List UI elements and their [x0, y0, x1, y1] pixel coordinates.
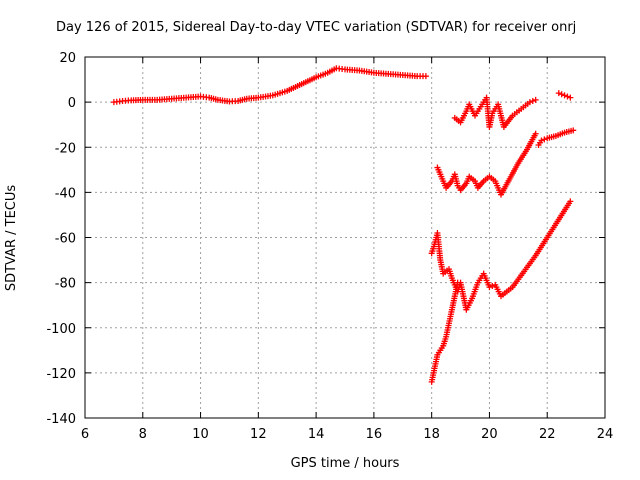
data-points	[110, 65, 577, 385]
data-series	[555, 90, 574, 101]
x-tick-label: 14	[308, 427, 325, 442]
x-tick-label: 20	[481, 427, 498, 442]
data-point	[486, 284, 493, 291]
data-point	[532, 96, 539, 103]
data-point	[541, 136, 548, 143]
x-axis-ticks: 6 8 10 12 14 16 18 20 22 24	[81, 57, 613, 442]
y-tick-label: -140	[46, 412, 76, 427]
y-tick-label: 20	[59, 51, 76, 66]
data-point	[561, 92, 568, 99]
data-point	[567, 198, 574, 205]
y-axis-ticks: -140 -120 -100 -80 -60 -40 -20 0 20	[46, 51, 605, 427]
data-point	[532, 130, 539, 137]
data-point	[567, 94, 574, 101]
data-point	[558, 91, 565, 98]
y-tick-label: -100	[46, 322, 76, 337]
data-series	[428, 198, 574, 313]
data-series	[110, 65, 429, 106]
data-point	[454, 279, 461, 286]
x-tick-label: 8	[139, 427, 147, 442]
x-tick-label: 18	[423, 427, 440, 442]
data-point	[570, 127, 577, 134]
data-point	[538, 137, 545, 144]
x-tick-label: 10	[192, 427, 209, 442]
data-point	[489, 283, 496, 290]
y-tick-label: -40	[55, 186, 76, 201]
x-tick-label: 16	[366, 427, 383, 442]
chart-title: Day 126 of 2015, Sidereal Day-to-day VTE…	[56, 20, 577, 35]
y-tick-label: -80	[55, 277, 76, 292]
data-point	[529, 97, 536, 104]
y-tick-label: -120	[46, 367, 76, 382]
x-tick-label: 12	[250, 427, 267, 442]
x-axis-label: GPS time / hours	[290, 456, 400, 471]
y-tick-label: -60	[55, 232, 76, 247]
data-series	[451, 94, 539, 130]
data-point	[555, 90, 562, 97]
data-series	[428, 279, 461, 385]
data-point	[422, 73, 429, 80]
y-tick-label: 0	[68, 96, 76, 111]
data-point	[564, 93, 571, 100]
data-series	[434, 130, 539, 198]
x-tick-label: 6	[81, 427, 89, 442]
y-axis-label: SDTVAR / TECUs	[4, 184, 19, 292]
x-tick-label: 24	[597, 427, 614, 442]
y-tick-label: -20	[55, 141, 76, 156]
data-series	[535, 127, 577, 148]
grid-lines	[85, 57, 605, 418]
data-point	[526, 99, 533, 106]
x-tick-label: 22	[539, 427, 556, 442]
